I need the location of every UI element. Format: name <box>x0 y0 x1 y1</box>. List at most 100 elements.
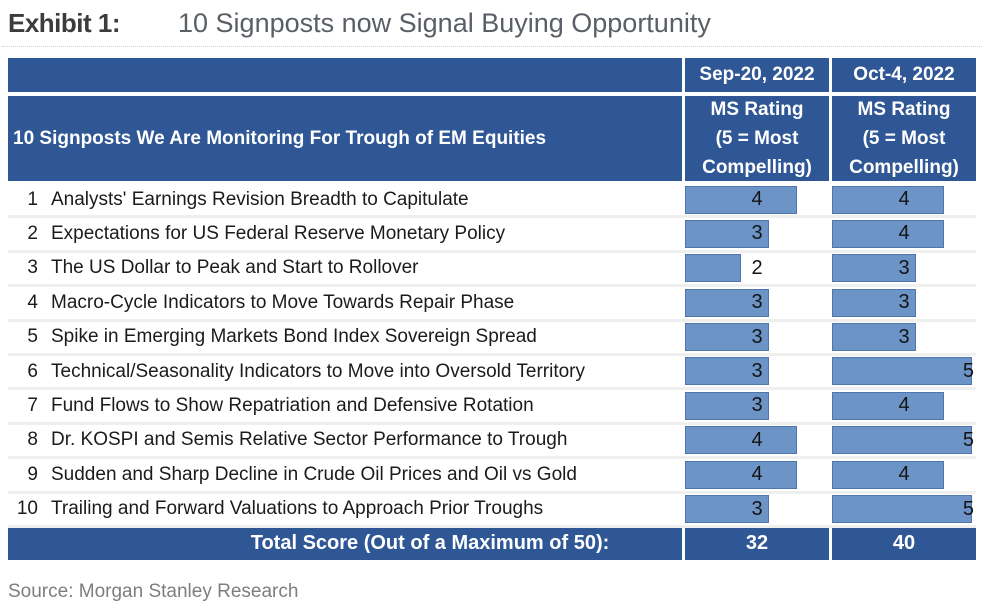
rating-value: 3 <box>751 394 763 417</box>
rating-value: 5 <box>962 359 974 382</box>
rating-bar <box>832 391 944 420</box>
header-blank-cell <box>8 58 682 92</box>
header-date-sep: Sep-20, 2022 <box>685 58 829 92</box>
rating-bar <box>685 288 769 317</box>
signpost-label: Analysts' Earnings Revision Breadth to C… <box>51 188 469 210</box>
total-value-sep: 32 <box>685 527 829 560</box>
rating-cell-oct: 5 <box>832 494 976 525</box>
rating-value: 2 <box>751 256 763 279</box>
row-number: 3 <box>27 257 38 279</box>
signpost-label: Macro-Cycle Indicators to Move Towards R… <box>51 291 515 313</box>
rating-bar <box>685 426 797 455</box>
rating-value: 4 <box>898 188 910 210</box>
rating-value: 5 <box>962 428 974 451</box>
exhibit-number: Exhibit 1: <box>8 8 121 38</box>
rating-bar <box>832 219 944 248</box>
row-number: 6 <box>27 360 38 382</box>
rating-value: 4 <box>751 463 763 486</box>
rating-bar <box>832 323 916 352</box>
rating-cell-oct: 5 <box>832 356 976 387</box>
rating-cell-oct: 4 <box>832 184 976 215</box>
source-note: Source: Morgan Stanley Research <box>8 581 299 602</box>
rating-bar <box>685 495 769 524</box>
signposts-table: Sep-20, 2022 Oct-4, 2022 10 Signposts We… <box>8 58 976 560</box>
rating-cell-oct: 5 <box>832 425 976 456</box>
rating-value: 3 <box>751 497 763 520</box>
row-number: 9 <box>27 463 38 485</box>
table-row: 10 Trailing and Forward Valuations to App… <box>8 494 976 528</box>
total-value-oct: 40 <box>832 527 976 560</box>
table-row: 1 Analysts' Earnings Revision Breadth to … <box>8 184 976 219</box>
rating-bar <box>685 391 769 420</box>
rating-value: 4 <box>898 222 910 245</box>
rating-bar <box>832 460 944 489</box>
rating-cell-oct: 4 <box>832 218 976 249</box>
rating-value: 4 <box>751 188 763 210</box>
table-row: 4 Macro-Cycle Indicators to Move Towards … <box>8 287 976 322</box>
rating-bar <box>685 460 797 489</box>
header-date-oct: Oct-4, 2022 <box>832 58 976 92</box>
rating-value: 5 <box>962 497 974 520</box>
exhibit-title: 10 Signposts now Signal Buying Opportuni… <box>178 8 711 38</box>
table-row: 3 The US Dollar to Peak and Start to Roll… <box>8 253 976 288</box>
signpost-label: The US Dollar to Peak and Start to Rollo… <box>51 257 419 279</box>
table-row: 6 Technical/Seasonality Indicators to Mov… <box>8 356 976 391</box>
rating-bar <box>832 357 972 386</box>
row-number: 5 <box>27 326 38 348</box>
rating-bar <box>685 219 769 248</box>
rating-value: 3 <box>898 291 910 314</box>
rating-cell-sep: 4 <box>685 425 829 456</box>
total-row: Total Score (Out of a Maximum of 50): 32… <box>8 527 976 560</box>
rating-bar <box>685 357 769 386</box>
rating-value: 4 <box>751 428 763 451</box>
table-header-dates: Sep-20, 2022 Oct-4, 2022 <box>8 58 976 92</box>
rating-cell-sep: 3 <box>685 390 829 421</box>
row-number: 8 <box>27 429 38 451</box>
rating-bar <box>685 254 741 283</box>
rating-cell-sep: 3 <box>685 218 829 249</box>
page-title: Exhibit 1: 10 Signposts now Signal Buying… <box>8 8 711 39</box>
title-divider <box>2 46 982 47</box>
signpost-label: Technical/Seasonality Indicators to Move… <box>51 360 586 382</box>
signpost-label: Expectations for US Federal Reserve Mone… <box>51 223 506 245</box>
rating-value: 4 <box>898 463 910 486</box>
table-header-main: 10 Signposts We Are Monitoring For Troug… <box>8 96 976 181</box>
rating-cell-sep: 3 <box>685 287 829 318</box>
rating-bar <box>832 185 944 214</box>
row-number: 2 <box>27 223 38 245</box>
row-number: 10 <box>16 498 38 520</box>
row-number: 4 <box>27 291 38 313</box>
signpost-label: Spike in Emerging Markets Bond Index Sov… <box>51 326 537 348</box>
rating-bar <box>685 185 797 214</box>
header-rating-sep: MS Rating (5 = Most Compelling) <box>685 96 829 181</box>
header-rating-oct: MS Rating (5 = Most Compelling) <box>832 96 976 181</box>
rating-value: 3 <box>751 291 763 314</box>
table-row: 9 Sudden and Sharp Decline in Crude Oil P… <box>8 459 976 494</box>
table-row: 7 Fund Flows to Show Repatriation and Def… <box>8 390 976 425</box>
rating-value: 3 <box>751 222 763 245</box>
rating-cell-oct: 3 <box>832 287 976 318</box>
rating-cell-sep: 4 <box>685 184 829 215</box>
rating-value: 3 <box>751 359 763 382</box>
signpost-label: Dr. KOSPI and Semis Relative Sector Perf… <box>51 429 568 451</box>
rating-cell-sep: 2 <box>685 253 829 284</box>
rating-bar <box>832 495 972 524</box>
signpost-label: Fund Flows to Show Repatriation and Defe… <box>51 395 534 417</box>
signpost-label: Trailing and Forward Valuations to Appro… <box>51 498 544 520</box>
rating-bar <box>832 254 916 283</box>
rating-bar <box>832 288 916 317</box>
table-row: 8 Dr. KOSPI and Semis Relative Sector Per… <box>8 425 976 460</box>
rating-cell-oct: 4 <box>832 459 976 490</box>
row-number: 1 <box>27 188 38 210</box>
row-number: 7 <box>27 395 38 417</box>
rating-cell-oct: 3 <box>832 253 976 284</box>
rating-cell-sep: 4 <box>685 459 829 490</box>
total-label: Total Score (Out of a Maximum of 50): <box>8 527 682 560</box>
table-body: 1 Analysts' Earnings Revision Breadth to … <box>8 184 976 528</box>
table-row: 2 Expectations for US Federal Reserve Mon… <box>8 218 976 253</box>
rating-bar <box>685 323 769 352</box>
signpost-label: Sudden and Sharp Decline in Crude Oil Pr… <box>51 463 577 485</box>
rating-value: 3 <box>898 256 910 279</box>
rating-value: 3 <box>898 325 910 348</box>
